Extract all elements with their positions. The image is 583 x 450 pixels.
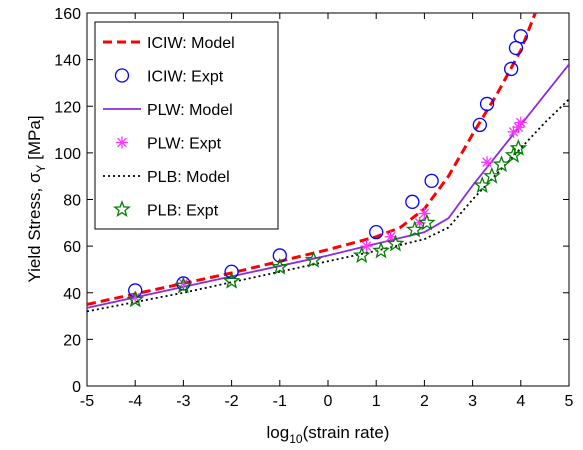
- data-point-s3-2: [360, 240, 373, 253]
- data-point-s3-5: [418, 207, 431, 220]
- data-point-s5-0: [126, 290, 145, 308]
- legend-label-5: PLB: Expt: [147, 203, 219, 220]
- y-tick-label-2: 40: [63, 286, 81, 303]
- data-point-s5-14: [509, 138, 528, 156]
- data-point-s5-9: [417, 213, 436, 231]
- x-axis-label-rest: (strain rate): [303, 423, 390, 442]
- legend: ICIW: Model ICIW: Expt PLW: Model PLW: Expt…: [94, 21, 279, 230]
- y-tick-label-6: 120: [54, 99, 81, 116]
- data-point-s3-6: [481, 156, 494, 169]
- data-point-s1-11: [513, 29, 528, 44]
- legend-label-4: PLB: Model: [147, 169, 230, 186]
- series-line-2: [87, 63, 569, 309]
- data-point-s5-7: [386, 234, 405, 252]
- legend-swatch-3: [116, 136, 128, 149]
- data-point-s5-1: [174, 276, 193, 294]
- legend-box: [94, 21, 279, 230]
- x-tick-label-1: -4: [128, 393, 142, 410]
- y-axis-label-subscript: Y: [34, 165, 48, 173]
- legend-label-2: PLW: Model: [147, 102, 233, 119]
- y-tick-label-4: 80: [63, 193, 81, 210]
- x-tick-label-0: -5: [80, 393, 94, 410]
- y-tick-label-8: 160: [54, 6, 81, 23]
- x-tick-label-3: -2: [224, 393, 238, 410]
- x-tick-label-5: 0: [324, 393, 333, 410]
- y-tick-label-5: 100: [54, 146, 81, 163]
- series-line-4: [87, 98, 569, 313]
- data-point-s3-9: [514, 116, 527, 129]
- x-tick-label-6: 1: [372, 393, 381, 410]
- x-tick-label-10: 5: [565, 393, 574, 410]
- data-point-s5-2: [222, 271, 241, 289]
- y-tick-label-7: 140: [54, 53, 81, 70]
- data-point-s1-3: [272, 248, 287, 263]
- data-point-s1-6: [424, 173, 439, 189]
- x-tick-label-4: -1: [273, 393, 287, 410]
- y-axis-label-main: Yield Stress, σ: [25, 172, 44, 283]
- legend-swatch-5: [113, 200, 131, 218]
- data-point-s1-8: [479, 96, 495, 112]
- data-point-s5-6: [372, 241, 390, 259]
- legend-label-0: ICIW: Model: [147, 35, 235, 52]
- data-point-s1-5: [405, 194, 420, 209]
- y-tick-label-1: 20: [63, 332, 81, 349]
- legend-label-1: ICIW: Expt: [147, 69, 224, 86]
- data-point-s5-8: [405, 220, 424, 238]
- x-axis-label-main: log: [267, 423, 290, 442]
- x-tick-label-9: 4: [516, 393, 525, 410]
- y-tick-label-0: 0: [72, 379, 81, 396]
- y-axis-label: Yield Stress, σY [MPa]: [25, 115, 48, 282]
- x-axis-label-subscript: 10: [289, 432, 303, 446]
- data-point-s5-5: [352, 246, 371, 263]
- data-point-s5-4: [304, 250, 323, 268]
- data-point-s5-10: [473, 176, 492, 194]
- x-tick-label-8: 3: [468, 393, 477, 410]
- data-point-s5-3: [270, 257, 289, 275]
- x-tick-label-7: 2: [420, 393, 429, 410]
- data-point-s5-12: [492, 155, 511, 173]
- legend-label-3: PLW: Expt: [147, 136, 222, 153]
- series-markers: [126, 29, 528, 308]
- y-tick-label-3: 60: [63, 239, 81, 256]
- data-point-s1-7: [472, 117, 487, 133]
- data-point-s5-13: [504, 145, 523, 163]
- data-point-s1-4: [369, 224, 384, 240]
- legend-swatch-1: [114, 68, 130, 83]
- axis-ticks: -5 -4 -3 -2 -1 0 1 2 3 4 5 0 20 40 60 80 100 120 140 160: [54, 6, 573, 410]
- data-point-s1-2: [224, 264, 239, 279]
- data-point-s5-11: [483, 166, 501, 184]
- x-axis-label: log10(strain rate): [267, 423, 390, 446]
- x-tick-label-2: -3: [176, 393, 190, 410]
- y-axis-label-rest: [MPa]: [25, 115, 44, 164]
- data-point-s1-9: [504, 61, 519, 77]
